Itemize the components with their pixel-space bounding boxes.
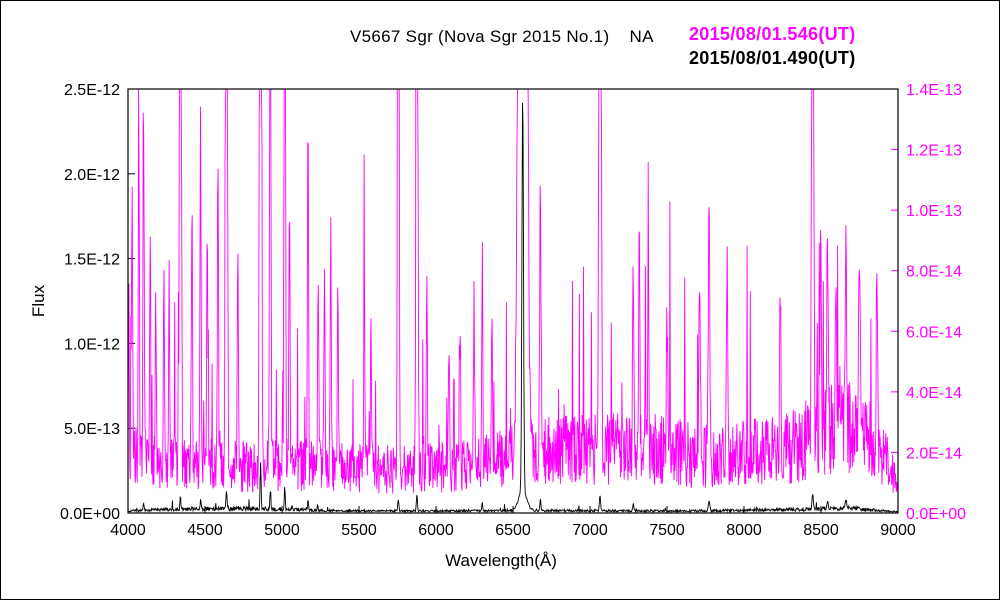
y-axis-label: Flux xyxy=(29,284,48,318)
x-axis-label: Wavelength(Å) xyxy=(445,551,557,570)
x-tick-label: 4500 xyxy=(187,522,223,539)
x-tick-label: 8000 xyxy=(726,522,762,539)
right-tick-label: 1.4E-13 xyxy=(906,82,962,99)
spectrum-series-black xyxy=(128,102,898,514)
x-tick-label: 9000 xyxy=(880,522,916,539)
x-tick-label: 6000 xyxy=(418,522,454,539)
left-tick-label: 2.5E-12 xyxy=(64,82,120,99)
x-tick-label: 5000 xyxy=(264,522,300,539)
x-tick-label: 8500 xyxy=(803,522,839,539)
plot-frame xyxy=(127,88,899,514)
right-tick-label: 1.0E-13 xyxy=(906,203,962,220)
left-tick-label: 2.0E-12 xyxy=(64,167,120,184)
legend-entry-magenta-date: 2015/08/01.546(UT) xyxy=(689,24,856,44)
right-tick-label: 1.2E-13 xyxy=(906,143,962,160)
x-tick-label: 6500 xyxy=(495,522,531,539)
chart-title: V5667 Sgr (Nova Sgr 2015 No.1) NA xyxy=(350,27,654,46)
right-tick-label: 6.0E-14 xyxy=(906,324,962,341)
left-tick-label: 1.5E-12 xyxy=(64,252,120,269)
spectrum-series-magenta xyxy=(127,88,898,494)
left-tick-label: 5.0E-13 xyxy=(64,421,120,438)
x-tick-label: 7500 xyxy=(649,522,685,539)
right-tick-label: 4.0E-14 xyxy=(906,385,962,402)
x-tick-label: 7000 xyxy=(572,522,608,539)
left-tick-label: 0.0E+00 xyxy=(60,506,120,523)
x-tick-label: 4000 xyxy=(110,522,146,539)
x-tick-label: 5500 xyxy=(341,522,377,539)
right-tick-label: 2.0E-14 xyxy=(906,445,962,462)
right-tick-label: 8.0E-14 xyxy=(906,264,962,281)
right-tick-label: 0.0E+00 xyxy=(906,506,966,523)
legend-entry-black-date: 2015/08/01.490(UT) xyxy=(689,48,856,68)
left-tick-label: 1.0E-12 xyxy=(64,336,120,353)
